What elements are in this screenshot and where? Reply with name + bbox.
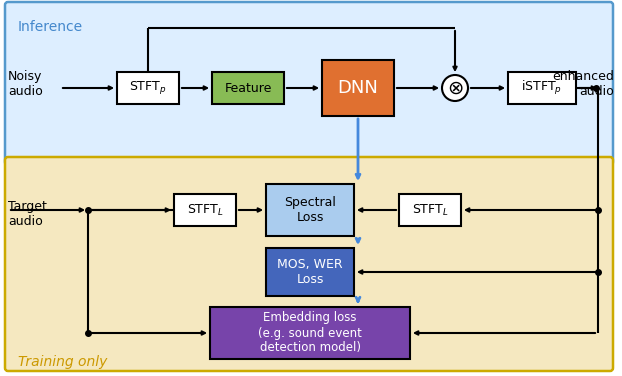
Text: Embedding loss
(e.g. sound event
detection model): Embedding loss (e.g. sound event detecti… xyxy=(258,311,362,355)
Text: DNN: DNN xyxy=(338,79,378,97)
Text: STFT$_p$: STFT$_p$ xyxy=(129,79,167,97)
Text: STFT$_L$: STFT$_L$ xyxy=(187,202,223,218)
Text: Training only: Training only xyxy=(18,355,108,369)
FancyBboxPatch shape xyxy=(508,72,576,104)
Text: iSTFT$_p$: iSTFT$_p$ xyxy=(521,79,562,97)
FancyBboxPatch shape xyxy=(266,184,354,236)
FancyBboxPatch shape xyxy=(266,248,354,296)
FancyBboxPatch shape xyxy=(322,60,394,116)
Text: STFT$_L$: STFT$_L$ xyxy=(412,202,448,218)
FancyBboxPatch shape xyxy=(117,72,179,104)
FancyBboxPatch shape xyxy=(212,72,284,104)
Text: Target
audio: Target audio xyxy=(8,200,47,228)
Text: Inference: Inference xyxy=(18,20,83,34)
Text: Noisy
audio: Noisy audio xyxy=(8,70,43,98)
FancyBboxPatch shape xyxy=(210,307,410,359)
FancyBboxPatch shape xyxy=(399,194,461,226)
FancyBboxPatch shape xyxy=(5,157,613,371)
Text: $\otimes$: $\otimes$ xyxy=(447,79,463,97)
FancyBboxPatch shape xyxy=(174,194,236,226)
Text: enhanced
audio: enhanced audio xyxy=(552,70,614,98)
Text: Spectral
Loss: Spectral Loss xyxy=(284,196,336,224)
Text: Feature: Feature xyxy=(225,82,272,94)
FancyBboxPatch shape xyxy=(5,2,613,165)
Text: MOS, WER
Loss: MOS, WER Loss xyxy=(277,258,343,286)
Circle shape xyxy=(442,75,468,101)
